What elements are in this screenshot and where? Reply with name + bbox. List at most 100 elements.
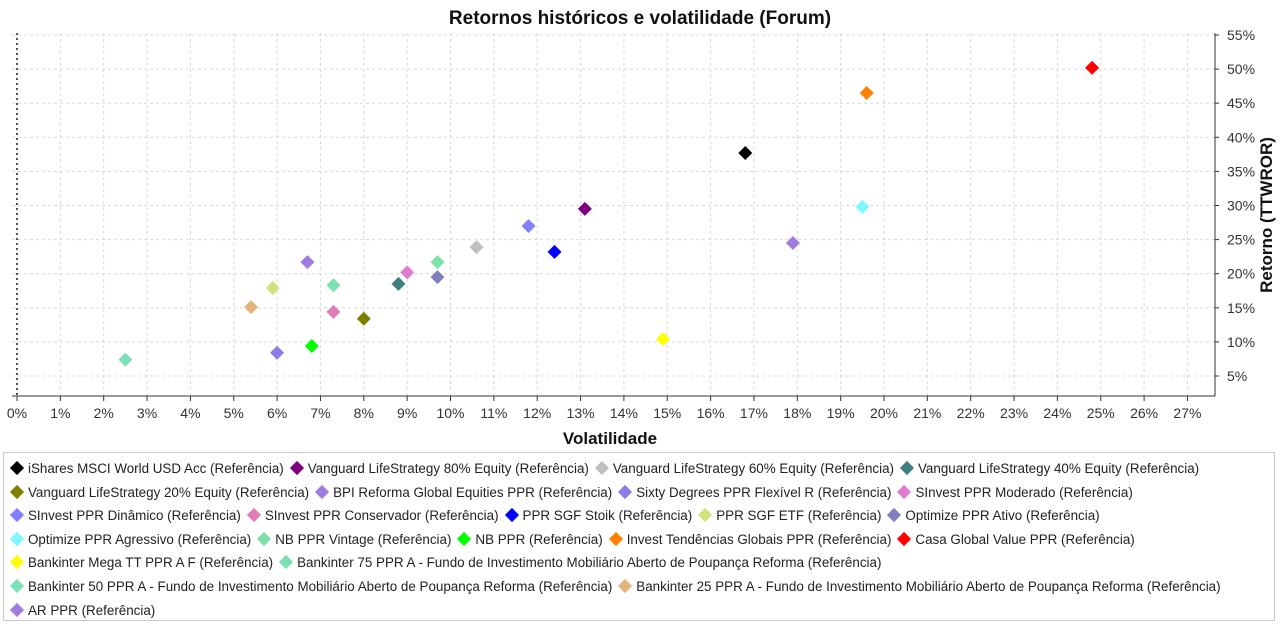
legend-item[interactable]: PPR SGF Stoik (Referência) xyxy=(503,504,692,528)
data-point[interactable] xyxy=(655,332,670,347)
x-tick-label: 26% xyxy=(1130,405,1158,421)
legend-diamond-icon xyxy=(887,508,902,523)
legend-diamond-icon xyxy=(246,508,261,523)
legend-label: Vanguard LifeStrategy 20% Equity (Referê… xyxy=(28,484,310,500)
x-tick-label: 6% xyxy=(267,405,287,421)
data-points xyxy=(118,60,1100,367)
legend-diamond-icon xyxy=(315,484,330,499)
data-point[interactable] xyxy=(326,278,341,293)
axes: 0% 1% 2% 3% 4% 5% 6% 7% 8% 9% 10% 11% 12% 13% 14% 15% 16… xyxy=(7,27,1255,421)
data-point[interactable] xyxy=(270,345,285,360)
legend-item[interactable]: PPR SGF ETF (Referência) xyxy=(696,504,881,528)
x-tick-label: 13% xyxy=(567,405,595,421)
legend-label: Vanguard LifeStrategy 80% Equity (Referê… xyxy=(307,461,589,476)
y-tick-label: 5% xyxy=(1227,368,1247,384)
legend-item[interactable]: Bankinter Mega TT PPR A F (Referência) xyxy=(8,551,273,575)
legend-item[interactable]: Sixty Degrees PPR Flexível R (Referência… xyxy=(616,481,891,505)
legend-diamond-icon xyxy=(457,531,472,546)
legend-item[interactable]: BPI Reforma Global Equities PPR (Referên… xyxy=(313,481,612,505)
data-point[interactable] xyxy=(430,255,445,270)
legend-diamond-icon xyxy=(9,508,25,523)
legend-item[interactable]: NB PPR (Referência) xyxy=(455,528,603,552)
x-tick-label: 8% xyxy=(354,405,374,421)
legend-diamond-icon xyxy=(608,531,623,546)
x-tick-label: 27% xyxy=(1173,405,1201,421)
legend-item[interactable]: Optimize PPR Agressivo (Referência) xyxy=(8,528,251,552)
legend-item[interactable]: Vanguard LifeStrategy 60% Equity (Referê… xyxy=(593,457,894,481)
data-point[interactable] xyxy=(400,265,415,280)
data-point[interactable] xyxy=(356,311,371,326)
x-tick-label: 21% xyxy=(913,405,941,421)
data-point[interactable] xyxy=(577,201,592,216)
data-point[interactable] xyxy=(469,240,484,255)
x-tick-label: 12% xyxy=(523,405,551,421)
data-point[interactable] xyxy=(391,276,406,291)
legend-diamond-icon xyxy=(257,531,272,546)
legend-label: SInvest PPR Conservador (Referência) xyxy=(264,508,499,524)
legend: iShares MSCI World USD Acc (Referência) V… xyxy=(3,452,1275,621)
x-tick-label: 24% xyxy=(1043,405,1071,421)
x-tick-label: 20% xyxy=(870,405,898,421)
y-tick-label: 25% xyxy=(1227,232,1255,248)
data-point[interactable] xyxy=(855,199,870,214)
legend-diamond-icon xyxy=(698,508,713,523)
x-tick-label: 0% xyxy=(7,405,27,421)
legend-item[interactable]: Bankinter 75 PPR A - Fundo de Investimen… xyxy=(277,551,881,575)
y-tick-label: 55% xyxy=(1227,27,1255,43)
legend-item[interactable]: Vanguard LifeStrategy 80% Equity (Referê… xyxy=(288,457,589,481)
legend-label: Optimize PPR Ativo (Referência) xyxy=(905,508,1100,524)
legend-item[interactable]: Bankinter 25 PPR A - Fundo de Investimen… xyxy=(616,575,1221,599)
grid xyxy=(12,33,1215,396)
legend-item[interactable]: Bankinter 50 PPR A - Fundo de Investimen… xyxy=(8,575,612,599)
y-tick-label: 15% xyxy=(1227,300,1255,316)
x-tick-label: 16% xyxy=(697,405,725,421)
legend-item[interactable]: AR PPR (Referência) xyxy=(8,599,155,623)
legend-item[interactable]: Vanguard LifeStrategy 20% Equity (Referê… xyxy=(8,481,309,505)
data-point[interactable] xyxy=(265,281,280,296)
legend-label: SInvest PPR Moderado (Referência) xyxy=(915,484,1133,500)
legend-item[interactable]: Optimize PPR Ativo (Referência) xyxy=(885,504,1100,528)
legend-diamond-icon xyxy=(504,508,519,523)
legend-item[interactable]: SInvest PPR Dinâmico (Referência) xyxy=(8,504,241,528)
legend-item[interactable]: Casa Global Value PPR (Referência) xyxy=(895,528,1135,552)
data-point[interactable] xyxy=(859,85,874,100)
legend-diamond-icon xyxy=(594,460,609,476)
y-tick-label: 45% xyxy=(1227,95,1255,111)
data-point[interactable] xyxy=(521,218,536,233)
data-point[interactable] xyxy=(326,304,341,319)
legend-label: AR PPR (Referência) xyxy=(28,602,156,618)
legend-label: Vanguard LifeStrategy 40% Equity (Referê… xyxy=(918,461,1200,476)
data-point[interactable] xyxy=(304,338,319,353)
data-point[interactable] xyxy=(785,236,800,251)
data-point[interactable] xyxy=(738,145,753,160)
data-point[interactable] xyxy=(118,352,133,367)
legend-diamond-icon xyxy=(289,460,304,476)
x-tick-label: 18% xyxy=(783,405,811,421)
legend-item[interactable]: NB PPR Vintage (Referência) xyxy=(255,528,451,552)
x-tick-label: 10% xyxy=(436,405,464,421)
y-tick-label: 35% xyxy=(1227,163,1255,179)
legend-item[interactable]: iShares MSCI World USD Acc (Referência) xyxy=(8,457,284,481)
legend-label: Bankinter 50 PPR A - Fundo de Investimen… xyxy=(28,578,613,594)
legend-item[interactable]: SInvest PPR Conservador (Referência) xyxy=(245,504,499,528)
legend-item[interactable]: Invest Tendências Globais PPR (Referênci… xyxy=(607,528,891,552)
x-tick-label: 23% xyxy=(1000,405,1028,421)
x-tick-label: 17% xyxy=(740,405,768,421)
data-point[interactable] xyxy=(1085,60,1100,75)
x-tick-label: 25% xyxy=(1087,405,1115,421)
data-point[interactable] xyxy=(244,300,259,315)
x-axis-label: Volatilidade xyxy=(563,429,657,448)
y-tick-label: 30% xyxy=(1227,198,1255,214)
legend-item[interactable]: SInvest PPR Moderado (Referência) xyxy=(895,481,1133,505)
legend-label: NB PPR Vintage (Referência) xyxy=(275,531,452,547)
legend-label: Bankinter Mega TT PPR A F (Referência) xyxy=(28,555,274,571)
legend-diamond-icon xyxy=(618,484,633,499)
legend-item[interactable]: Vanguard LifeStrategy 40% Equity (Referê… xyxy=(898,457,1199,481)
chart-title: Retornos históricos e volatilidade (Foru… xyxy=(449,8,831,29)
data-point[interactable] xyxy=(430,270,445,285)
x-tick-label: 19% xyxy=(827,405,855,421)
x-tick-label: 14% xyxy=(610,405,638,421)
x-tick-label: 22% xyxy=(957,405,985,421)
data-point[interactable] xyxy=(300,255,315,270)
data-point[interactable] xyxy=(547,244,562,259)
